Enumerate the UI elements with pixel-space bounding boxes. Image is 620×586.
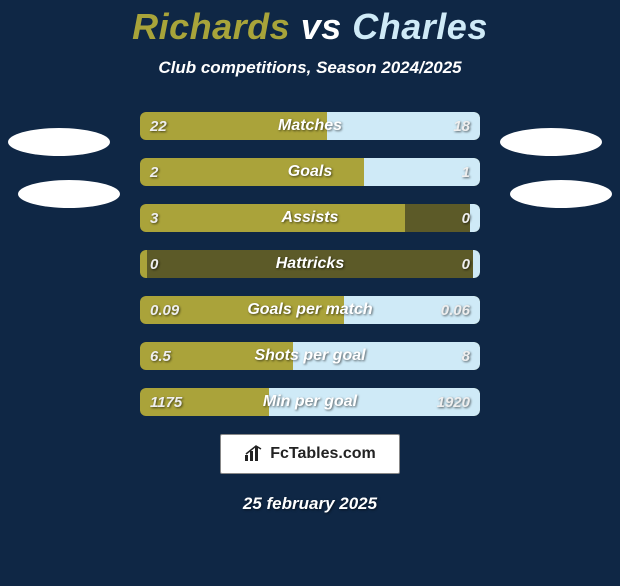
- decorative-ellipse: [8, 128, 110, 156]
- vs-text: vs: [301, 6, 342, 47]
- stat-row: 6.58Shots per goal: [140, 342, 480, 370]
- subtitle: Club competitions, Season 2024/2025: [0, 58, 620, 78]
- stat-rows: 2218Matches 21Goals 30Assists 00Hattricks 0.…: [140, 112, 480, 416]
- stat-label: Hattricks: [140, 250, 480, 278]
- badge-text: FcTables.com: [270, 445, 376, 463]
- source-badge: FcTables.com: [220, 434, 400, 474]
- player2-name: Charles: [352, 6, 488, 47]
- decorative-ellipse: [500, 128, 602, 156]
- decorative-ellipse: [18, 180, 120, 208]
- player1-name: Richards: [132, 6, 290, 47]
- stat-label: Matches: [140, 112, 480, 140]
- stat-row: 0.090.06Goals per match: [140, 296, 480, 324]
- stat-label: Min per goal: [140, 388, 480, 416]
- stat-label: Assists: [140, 204, 480, 232]
- stat-row: 30Assists: [140, 204, 480, 232]
- stat-label: Shots per goal: [140, 342, 480, 370]
- stat-label: Goals: [140, 158, 480, 186]
- decorative-ellipse: [510, 180, 612, 208]
- date: 25 february 2025: [0, 494, 620, 514]
- stat-row: 11751920Min per goal: [140, 388, 480, 416]
- stat-row: 2218Matches: [140, 112, 480, 140]
- stat-row: 21Goals: [140, 158, 480, 186]
- stat-row: 00Hattricks: [140, 250, 480, 278]
- comparison-title: Richards vs Charles: [0, 6, 620, 48]
- chart-icon: [244, 445, 264, 463]
- stat-label: Goals per match: [140, 296, 480, 324]
